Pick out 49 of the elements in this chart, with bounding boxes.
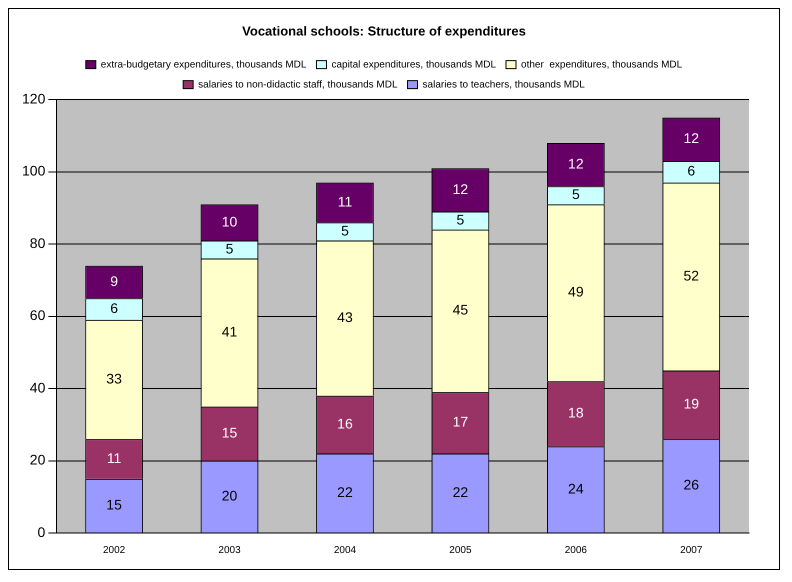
legend-label: salaries to non-didactic staff, thousands MDL (198, 79, 398, 90)
data-label: 15 (222, 424, 238, 441)
data-label: 18 (568, 404, 584, 421)
data-label: 11 (338, 193, 352, 210)
data-label: 22 (337, 484, 353, 500)
y-tick-label: 0 (38, 524, 46, 540)
data-label: 17 (452, 414, 468, 430)
data-label: 52 (683, 267, 700, 284)
data-label: 15 (106, 496, 122, 513)
data-label: 45 (452, 302, 468, 318)
data-label: 43 (337, 308, 353, 325)
data-label: 10 (222, 213, 238, 230)
y-tick-label: 100 (22, 162, 46, 179)
data-label: 49 (568, 284, 584, 300)
x-tick-label: 2006 (564, 544, 588, 556)
x-tick-label: 2003 (218, 544, 242, 556)
x-tick-label: 2005 (449, 544, 472, 556)
data-label: 12 (683, 130, 700, 146)
legend-label: capital expenditures, thousands MDL (331, 59, 496, 70)
data-label: 16 (337, 416, 353, 432)
data-label: 5 (456, 211, 464, 228)
legend-label: extra-budgetary expenditures, thousands MDL (100, 59, 307, 70)
data-label: 9 (110, 272, 118, 289)
data-label: 12 (452, 180, 468, 197)
x-tick-label: 2007 (680, 544, 703, 556)
legend-label: other expenditures, thousands MDL (521, 59, 683, 70)
y-tick-label: 40 (30, 379, 46, 396)
data-label: 19 (683, 396, 700, 412)
x-tick-label: 2004 (334, 544, 357, 556)
data-label: 24 (568, 480, 584, 496)
data-label: 41 (222, 323, 238, 340)
data-label: 12 (568, 155, 584, 172)
data-label: 26 (683, 476, 700, 493)
data-label: 11 (106, 450, 122, 466)
data-label: 5 (226, 240, 234, 256)
data-label: 33 (106, 370, 122, 386)
data-label: 20 (222, 487, 238, 504)
y-tick-label: 20 (30, 452, 46, 468)
data-label: 5 (572, 186, 580, 202)
data-label: 6 (687, 162, 696, 179)
data-label: 5 (341, 222, 350, 238)
y-tick-label: 80 (30, 234, 46, 251)
data-label: 22 (452, 484, 468, 500)
legend-label: salaries to teachers, thousands MDL (422, 79, 586, 90)
chart-title: Vocational schools: Structure of expenditures (242, 23, 526, 38)
data-label: 6 (110, 300, 118, 316)
y-tick-label: 60 (30, 307, 46, 324)
y-tick-label: 120 (22, 90, 46, 106)
x-tick-label: 2002 (102, 544, 126, 556)
